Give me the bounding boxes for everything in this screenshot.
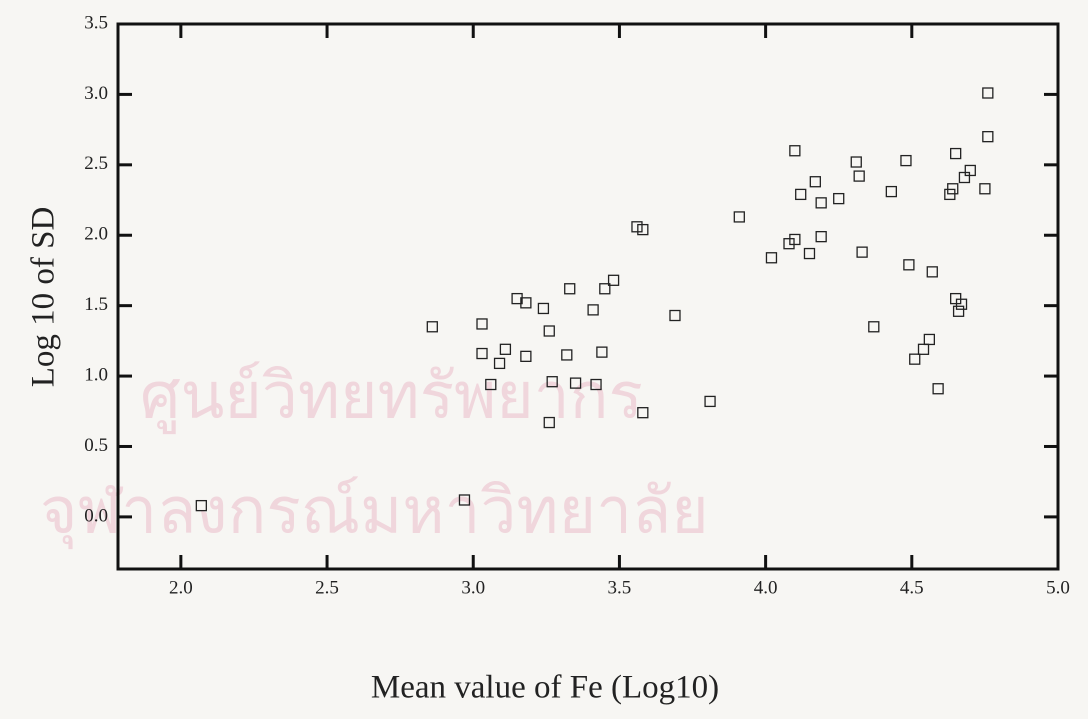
data-point [983,132,993,142]
y-tick-label: 0.0 [84,505,108,526]
data-point [538,303,548,313]
data-point [500,344,510,354]
data-point [857,247,867,257]
data-point [804,249,814,259]
data-point [565,284,575,294]
x-tick-label: 2.5 [315,577,339,598]
data-point [796,189,806,199]
data-point [784,239,794,249]
data-point [901,156,911,166]
page: {"chart_data": { "type": "scatter", "x_l… [0,0,1088,719]
data-point [790,234,800,244]
data-point [954,306,964,316]
data-point [588,305,598,315]
data-point [766,253,776,263]
data-point [427,322,437,332]
x-tick-label: 5.0 [1046,577,1070,598]
data-point [816,232,826,242]
x-tick-label: 2.0 [169,577,193,598]
x-tick-label: 4.0 [754,577,778,598]
y-tick-label: 1.0 [84,364,108,385]
data-point [816,198,826,208]
data-point [597,347,607,357]
data-point [983,88,993,98]
data-point [924,334,934,344]
data-point [477,349,487,359]
data-point [951,149,961,159]
data-point [933,384,943,394]
y-tick-label: 1.5 [84,294,108,315]
data-point [834,194,844,204]
watermark-line: จุฬาลงกรณ์มหาวิทยาลัย [40,475,709,550]
x-tick-label: 3.5 [608,577,632,598]
y-tick-label: 0.5 [84,435,108,456]
data-point [869,322,879,332]
chart: ศูนย์วิทยทรัพยากร จุฬาลงกรณ์มหาวิทยาลัย … [0,0,1088,719]
data-point [544,326,554,336]
x-tick-label: 3.0 [461,577,485,598]
x-axis-title: Mean value of Fe (Log10) [371,670,719,706]
data-point [790,146,800,156]
data-point [910,354,920,364]
data-point [980,184,990,194]
watermark-line: ศูนย์วิทยทรัพยากร [140,360,643,435]
data-point [638,225,648,235]
data-point [854,171,864,181]
y-tick-label: 2.0 [84,224,108,245]
data-point [904,260,914,270]
data-point [562,350,572,360]
data-point [477,319,487,329]
data-point [670,311,680,321]
data-point [851,157,861,167]
data-point [810,177,820,187]
data-point [734,212,744,222]
data-point [632,222,642,232]
y-tick-label: 3.0 [84,83,108,104]
y-axis-title: Log 10 of SD [26,207,62,388]
data-point [886,187,896,197]
data-point [705,396,715,406]
data-point [965,165,975,175]
x-tick-label: 4.5 [900,577,924,598]
data-point [919,344,929,354]
y-tick-label: 2.5 [84,153,108,174]
data-point [959,173,969,183]
y-tick-label: 3.5 [84,12,108,33]
data-point [927,267,937,277]
